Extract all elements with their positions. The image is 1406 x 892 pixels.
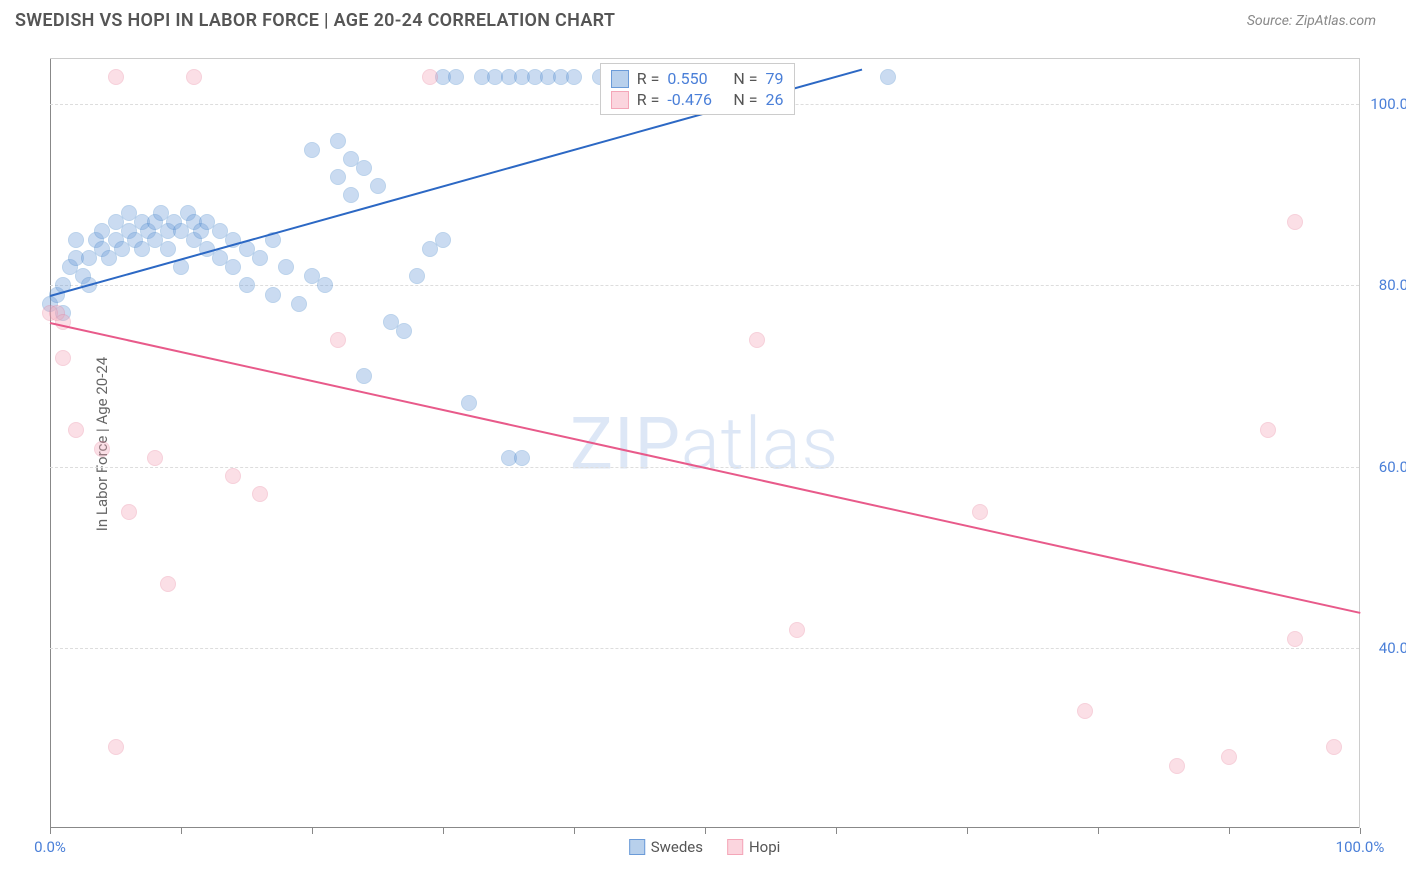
x-tick-label: 100.0% xyxy=(1336,838,1385,856)
x-tick xyxy=(705,828,706,834)
data-point xyxy=(514,450,530,466)
x-tick xyxy=(443,828,444,834)
data-point xyxy=(291,296,307,312)
data-point xyxy=(409,268,425,284)
data-point xyxy=(1287,214,1303,230)
x-tick xyxy=(967,828,968,834)
chart-title: SWEDISH VS HOPI IN LABOR FORCE | AGE 20-… xyxy=(15,10,615,31)
series-legend: Swedes Hopi xyxy=(629,838,781,856)
watermark: ZIPatlas xyxy=(570,401,839,486)
legend-swatch xyxy=(611,70,629,88)
data-point xyxy=(1287,631,1303,647)
data-point xyxy=(461,395,477,411)
data-point xyxy=(330,169,346,185)
data-point xyxy=(94,441,110,457)
gridline xyxy=(50,648,1359,649)
data-point xyxy=(1221,749,1237,765)
legend-n-label: N = xyxy=(733,69,757,88)
data-point xyxy=(317,277,333,293)
x-tick xyxy=(574,828,575,834)
data-point xyxy=(343,187,359,203)
data-point xyxy=(880,69,896,85)
source-label: Source: ZipAtlas.com xyxy=(1247,13,1376,29)
data-point xyxy=(330,332,346,348)
series-label: Swedes xyxy=(651,838,703,856)
x-tick xyxy=(181,828,182,834)
x-tick xyxy=(312,828,313,834)
legend-r-value: 0.550 xyxy=(667,69,725,88)
data-point xyxy=(278,259,294,275)
data-point xyxy=(160,241,176,257)
x-tick xyxy=(50,828,51,834)
data-point xyxy=(422,69,438,85)
legend-swatch xyxy=(727,839,743,855)
legend-r-label: R = xyxy=(637,90,660,109)
legend-n-label: N = xyxy=(733,90,757,109)
legend-n-value: 26 xyxy=(766,90,784,109)
legend-r-value: -0.476 xyxy=(667,90,725,109)
legend-n-value: 79 xyxy=(766,69,784,88)
x-tick xyxy=(1360,828,1361,834)
data-point xyxy=(68,232,84,248)
data-point xyxy=(396,323,412,339)
data-point xyxy=(147,450,163,466)
x-tick xyxy=(1098,828,1099,834)
chart-header: SWEDISH VS HOPI IN LABOR FORCE | AGE 20-… xyxy=(0,0,1406,31)
data-point xyxy=(186,69,202,85)
chart-area: In Labor Force | Age 20-24 ZIPatlas 40.0… xyxy=(50,58,1360,828)
legend-row: R = -0.476 N = 26 xyxy=(611,89,784,110)
legend-row: R = 0.550 N = 79 xyxy=(611,68,784,89)
data-point xyxy=(972,504,988,520)
data-point xyxy=(265,287,281,303)
data-point xyxy=(1077,703,1093,719)
data-point xyxy=(356,368,372,384)
data-point xyxy=(239,277,255,293)
data-point xyxy=(252,250,268,266)
trend-line xyxy=(50,322,1360,614)
data-point xyxy=(330,133,346,149)
legend-r-label: R = xyxy=(637,69,660,88)
data-point xyxy=(225,259,241,275)
y-tick-label: 80.0% xyxy=(1379,276,1406,294)
data-point xyxy=(1260,422,1276,438)
data-point xyxy=(356,160,372,176)
data-point xyxy=(789,622,805,638)
y-axis-line xyxy=(50,59,51,828)
data-point xyxy=(370,178,386,194)
data-point xyxy=(566,69,582,85)
data-point xyxy=(108,739,124,755)
data-point xyxy=(108,69,124,85)
y-tick-label: 40.0% xyxy=(1379,639,1406,657)
data-point xyxy=(448,69,464,85)
data-point xyxy=(749,332,765,348)
y-tick-label: 100.0% xyxy=(1370,95,1406,113)
data-point xyxy=(1326,739,1342,755)
data-point xyxy=(160,576,176,592)
y-tick-label: 60.0% xyxy=(1379,458,1406,476)
series-legend-item: Hopi xyxy=(727,838,780,856)
series-label: Hopi xyxy=(749,838,780,856)
data-point xyxy=(252,486,268,502)
x-tick-label: 0.0% xyxy=(34,838,66,856)
data-point xyxy=(1169,758,1185,774)
x-tick xyxy=(836,828,837,834)
data-point xyxy=(68,422,84,438)
legend-swatch xyxy=(629,839,645,855)
data-point xyxy=(225,468,241,484)
data-point xyxy=(435,232,451,248)
correlation-legend: R = 0.550 N = 79 R = -0.476 N = 26 xyxy=(600,63,795,115)
series-legend-item: Swedes xyxy=(629,838,703,856)
plot-region: ZIPatlas 40.0%60.0%80.0%100.0%0.0%100.0% xyxy=(50,59,1359,828)
data-point xyxy=(55,350,71,366)
legend-swatch xyxy=(611,91,629,109)
data-point xyxy=(304,142,320,158)
data-point xyxy=(121,504,137,520)
x-tick xyxy=(1229,828,1230,834)
